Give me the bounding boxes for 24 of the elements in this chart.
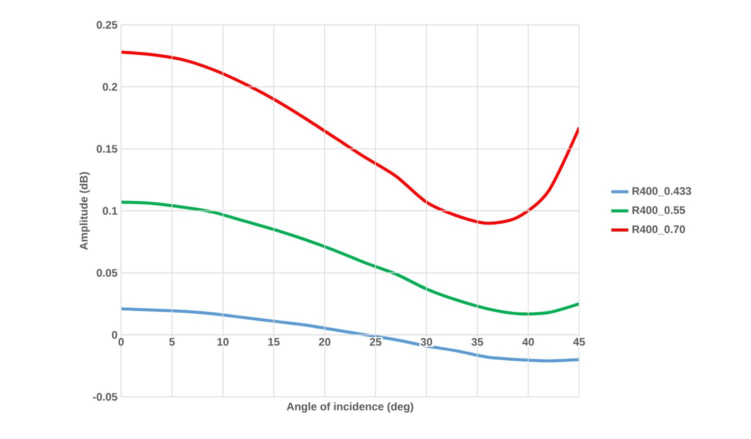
line-series — [121, 200, 580, 316]
x-tick-label: 5 — [169, 338, 175, 346]
x-tick-label: 30 — [420, 338, 432, 346]
x-tick-label: 0 — [118, 338, 124, 346]
x-tick-label: 15 — [268, 338, 280, 346]
legend-label: R400_0.55 — [632, 206, 686, 216]
legend-label: R400_0.433 — [632, 187, 692, 196]
x-tick-label: 20 — [318, 338, 330, 346]
y-tick-label: 0.1 — [102, 206, 118, 215]
x-tick-label: 35 — [472, 338, 484, 346]
x-tick-label: 45 — [573, 338, 585, 346]
y-tick-label: 0.2 — [102, 82, 118, 91]
y-tick-label: 0.15 — [96, 144, 118, 153]
y-axis-title: Amplitude (dB) — [80, 172, 90, 250]
legend-label: R400_0.70 — [632, 225, 685, 234]
line-series — [121, 50, 580, 225]
y-tick-label: 0.25 — [96, 20, 118, 29]
y-tick-label: 0 — [112, 330, 118, 339]
y-tick-label: 0.05 — [96, 268, 118, 277]
x-tick-label: 25 — [370, 338, 382, 346]
x-tick-label: 10 — [217, 338, 229, 346]
y-tick-label: -0.05 — [93, 392, 118, 401]
x-tick-label: 40 — [522, 338, 534, 346]
x-axis-title: Angle of incidence (deg) — [286, 402, 414, 413]
